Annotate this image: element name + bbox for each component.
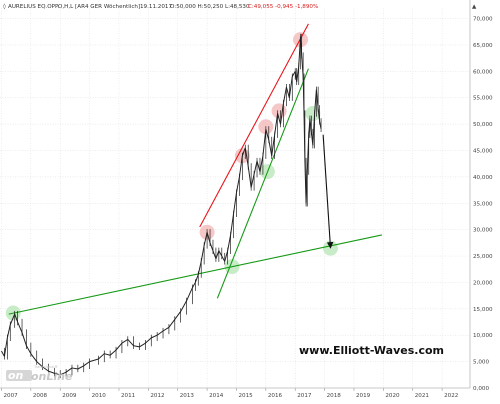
y-tick-label: 15,000 [473,307,493,313]
watermark-text: www.Elliott-Waves.com [299,344,444,357]
chart-header: ◊ AURELIUS EQ.OPP. O,H,L [AR4 GER Wöchen… [3,3,318,10]
price-layer [1,33,322,378]
y-tick-label: 65,000 [473,43,493,49]
x-tick-label: 2011 [121,393,136,399]
x-tick-label: 2009 [62,393,77,399]
x-tick-label: 2018 [327,393,342,399]
high-marker [271,103,287,119]
x-tick-label: 2016 [268,393,283,399]
forecast-arrow [322,134,334,249]
y-tick-label: 10,000 [473,333,493,339]
x-tick-label: 2014 [209,393,224,399]
logo-badge-text: on [8,369,24,382]
y-tick-label: 20,000 [473,280,493,286]
header-ohl: O:50,000 H:50,250 L:48,530 [170,4,250,10]
tradesignal-logo: Tradesignal® on onLine [6,365,73,383]
x-tick-label: 2007 [3,393,18,399]
y-tick-label: 60,000 [473,69,493,75]
logo-small-text: Tradesignal® [33,365,58,369]
x-tick-label: 2019 [356,393,371,399]
y-tick-label: 45,000 [473,149,493,155]
green-trendline [8,234,382,315]
y-tick-label: 25,000 [473,254,493,260]
header-date: 19.11.2017 [140,4,172,10]
header-top-marker: ▲ [472,4,477,10]
y-tick-label: 50,000 [473,122,493,128]
header-icon: ◊ [3,3,6,10]
x-tick-label: 2021 [415,393,430,399]
header-params: O,H,L [AR4 GER Wöchentlich] [58,4,140,10]
logo-big-text: onLine [31,370,73,383]
y-tick-label: 30,000 [473,228,493,234]
x-tick-label: 2013 [180,393,195,399]
x-tick-label: 2008 [33,393,48,399]
x-tick-label: 2015 [238,393,253,399]
x-tick-label: 2017 [297,393,312,399]
logo-badge [6,370,32,381]
green-trendline [216,68,309,299]
y-tick-label: 0,000 [473,386,489,392]
x-tick-label: 2010 [92,393,107,399]
x-tick-label: 2022 [444,393,458,399]
y-tick-label: 5,000 [473,360,489,366]
header-close-change: C:49,055 -0,945 -1,890% [248,4,318,10]
y-tick-label: 35,000 [473,201,493,207]
trendline-layer [8,23,382,315]
x-tick-label: 2012 [150,393,164,399]
y-tick-label: 70,000 [473,17,493,23]
red-channel-line [199,23,309,228]
y-tick-label: 55,000 [473,96,493,102]
header-symbol: AURELIUS EQ.OPP. [8,4,60,10]
axis-layer: 0,000 5,000 10,000 15,000 20,000 25,000 30,000… [0,0,493,399]
x-tick-label: 2020 [385,393,400,399]
y-tick-label: 40,000 [473,175,493,181]
